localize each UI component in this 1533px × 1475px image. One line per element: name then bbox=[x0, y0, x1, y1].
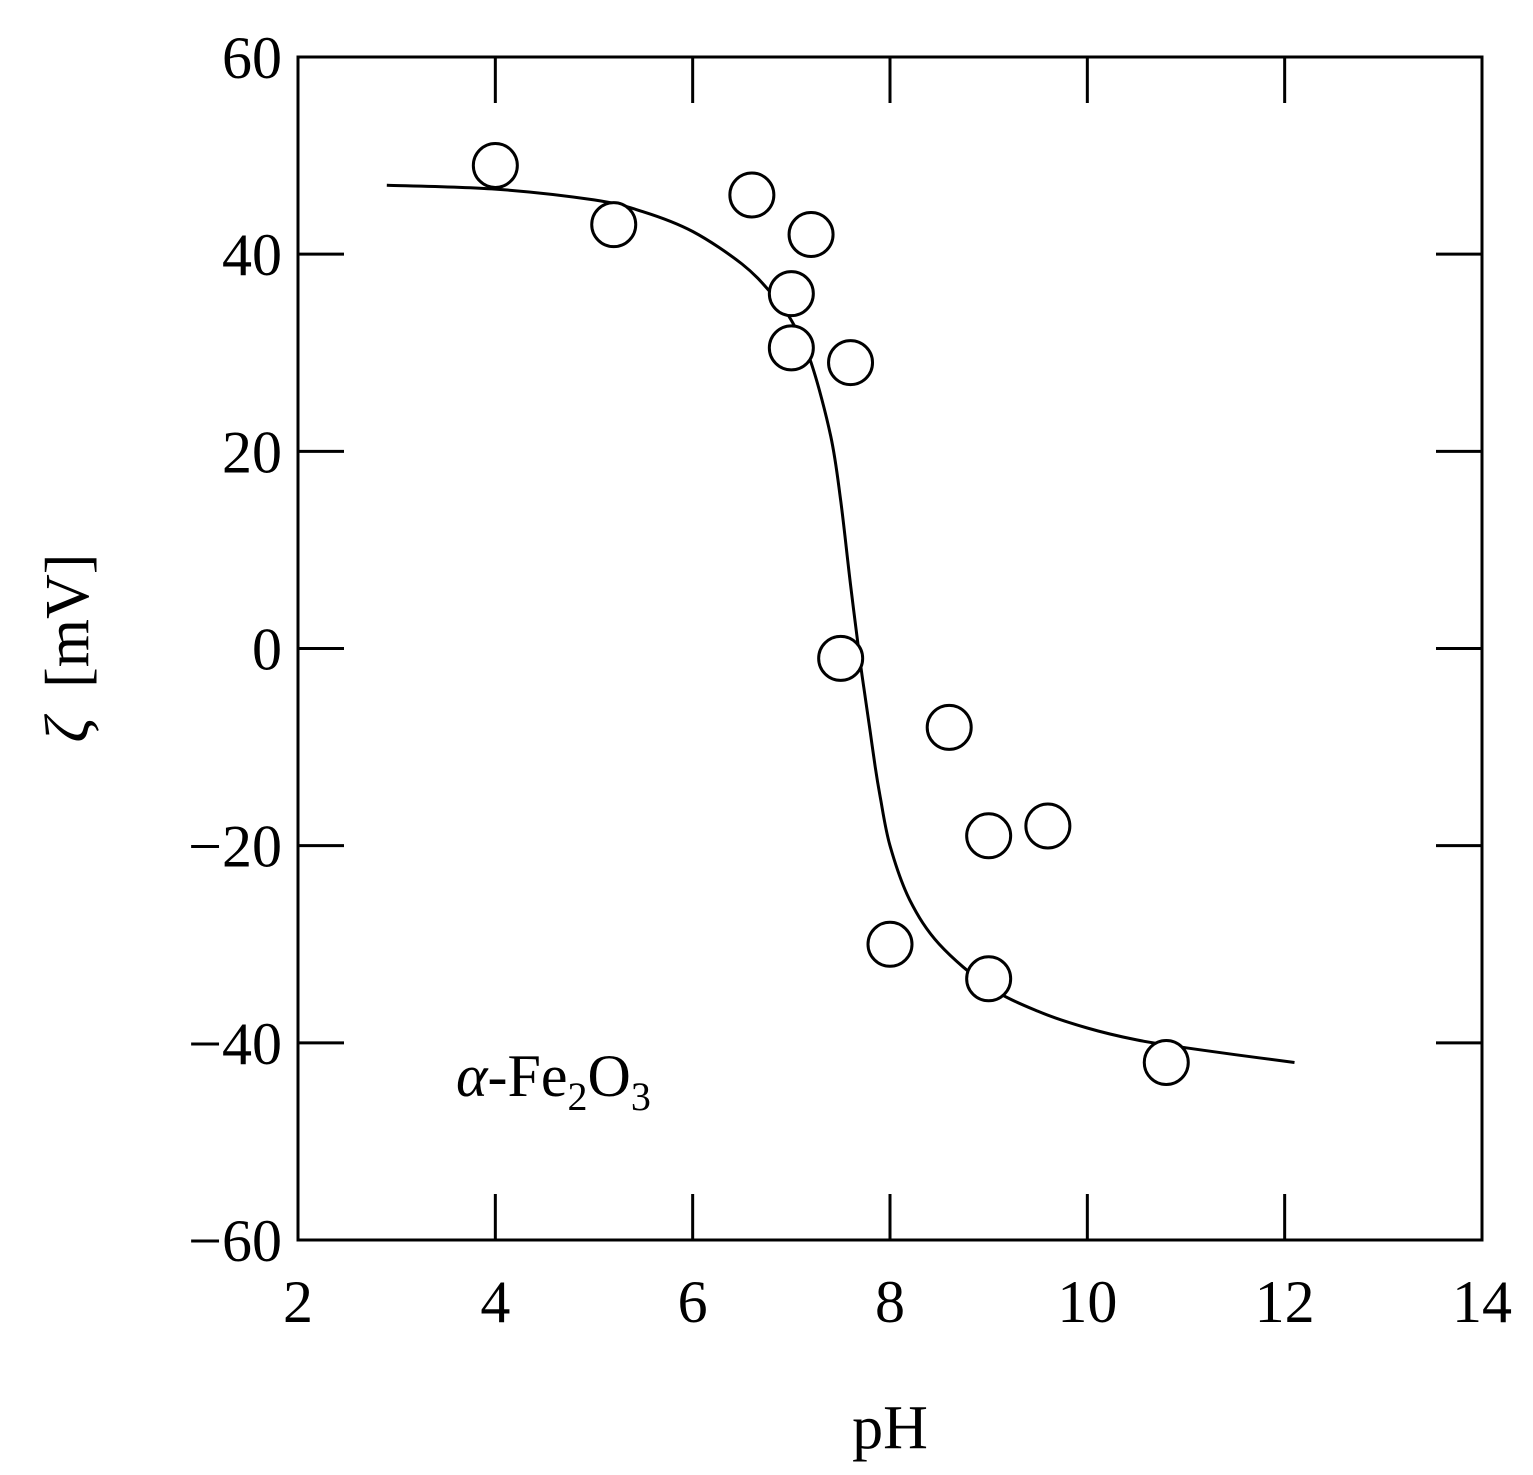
y-tick-label: −20 bbox=[188, 814, 282, 880]
y-tick-label: −60 bbox=[188, 1208, 282, 1274]
annotation-sub1: 2 bbox=[567, 1074, 587, 1119]
data-point bbox=[925, 703, 973, 751]
y-tick-label: −40 bbox=[188, 1011, 282, 1077]
y-tick-label: 40 bbox=[222, 222, 282, 288]
svg-text:ζ [mV]: ζ [mV] bbox=[34, 554, 102, 743]
x-tick-label: 12 bbox=[1255, 1269, 1315, 1335]
annotation-text: -Fe bbox=[488, 1043, 568, 1109]
data-point bbox=[471, 141, 519, 189]
fit-curve bbox=[386, 183, 1295, 1064]
y-axis-unit: [mV] bbox=[34, 554, 102, 688]
data-point bbox=[1024, 802, 1072, 850]
sample-annotation: α-Fe2O3 bbox=[456, 1043, 651, 1119]
y-tick-label: 20 bbox=[222, 419, 282, 485]
annotation-mid: O bbox=[587, 1043, 630, 1109]
data-series bbox=[386, 141, 1295, 1087]
data-point bbox=[817, 634, 865, 682]
x-tick-label: 6 bbox=[678, 1269, 708, 1335]
x-tick-label: 10 bbox=[1057, 1269, 1117, 1335]
data-point bbox=[965, 812, 1013, 860]
data-point bbox=[728, 171, 776, 219]
data-point bbox=[767, 324, 815, 372]
x-tick-label: 8 bbox=[875, 1269, 905, 1335]
data-point bbox=[827, 339, 875, 387]
data-point bbox=[767, 270, 815, 318]
axis-ticks bbox=[298, 57, 1482, 1240]
x-tick-label: 14 bbox=[1452, 1269, 1512, 1335]
x-axis-label: pH bbox=[852, 1394, 928, 1462]
y-tick-label: 60 bbox=[222, 25, 282, 91]
data-point bbox=[965, 955, 1013, 1003]
x-tick-label: 4 bbox=[480, 1269, 510, 1335]
y-axis-label: ζ [mV] bbox=[34, 554, 102, 743]
y-tick-label: 0 bbox=[252, 617, 282, 683]
y-axis-symbol: ζ bbox=[34, 713, 102, 742]
data-point bbox=[1142, 1039, 1190, 1087]
annotation-prefix: α bbox=[456, 1043, 489, 1109]
data-point bbox=[787, 210, 835, 258]
annotation-sub2: 3 bbox=[631, 1074, 651, 1119]
axis-tick-labels: 2 4 6 8 10 12 14 −60 −40 −20 0 20 40 60 bbox=[188, 25, 1512, 1335]
x-tick-label: 2 bbox=[283, 1269, 313, 1335]
data-point bbox=[590, 201, 638, 249]
data-point bbox=[866, 920, 914, 968]
